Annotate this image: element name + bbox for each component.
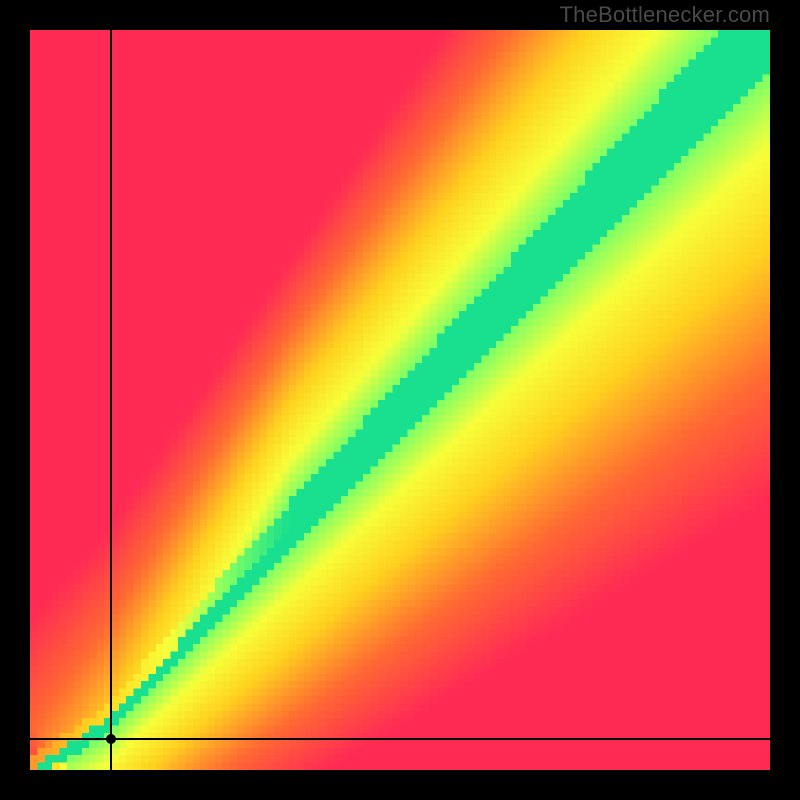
watermark-text: TheBottlenecker.com [560,2,770,28]
heatmap-container: { "watermark": { "text": "TheBottlenecke… [0,0,800,800]
plot-area [30,30,770,770]
bottleneck-heatmap [30,30,770,770]
